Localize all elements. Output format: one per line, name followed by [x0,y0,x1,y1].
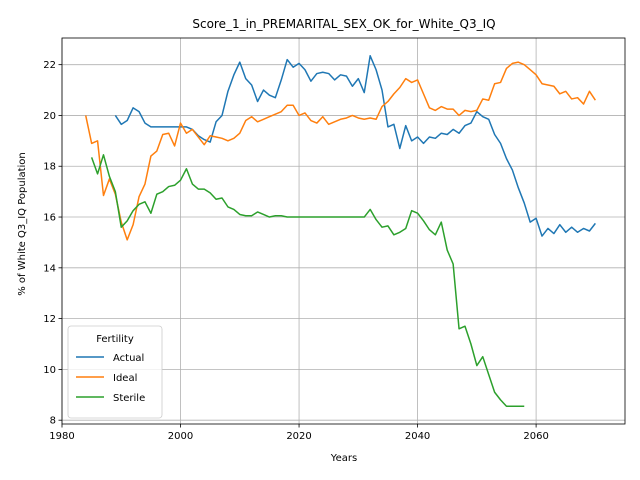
legend-label-ideal: Ideal [113,373,137,384]
y-axis-label: % of White Q3_IQ Population [17,152,28,296]
legend: Fertility Actual Ideal Sterile [67,325,163,419]
plot-frame [61,37,626,425]
y-axis-ticks: 8 10 12 14 16 18 20 22 [43,60,62,427]
y-tick-label: 12 [43,314,56,325]
x-tick-label: 2000 [168,431,193,442]
series-line-sterile [90,154,525,407]
legend-label-actual: Actual [113,353,144,364]
x-tick-label: 2020 [286,431,311,442]
series-line-ideal [84,61,596,241]
x-tick-label: 2060 [523,431,548,442]
legend-label-sterile: Sterile [113,393,145,404]
y-tick-label: 22 [43,60,56,71]
legend-title: Fertility [96,334,134,345]
y-tick-label: 10 [43,365,56,376]
x-tick-label: 1980 [49,431,74,442]
legend-box [67,325,163,419]
x-axis-ticks: 1980 2000 2020 2040 2060 [49,424,549,442]
y-tick-label: 20 [43,111,56,122]
chart-title: Score_1_in_PREMARITAL_SEX_OK_for_White_Q… [192,17,495,31]
y-tick-label: 8 [50,416,56,427]
x-tick-label: 2040 [405,431,430,442]
y-tick-label: 18 [43,162,56,173]
series-layer [84,55,596,407]
y-tick-label: 16 [43,213,56,224]
x-axis-label: Years [330,453,357,464]
y-tick-label: 14 [43,263,56,274]
